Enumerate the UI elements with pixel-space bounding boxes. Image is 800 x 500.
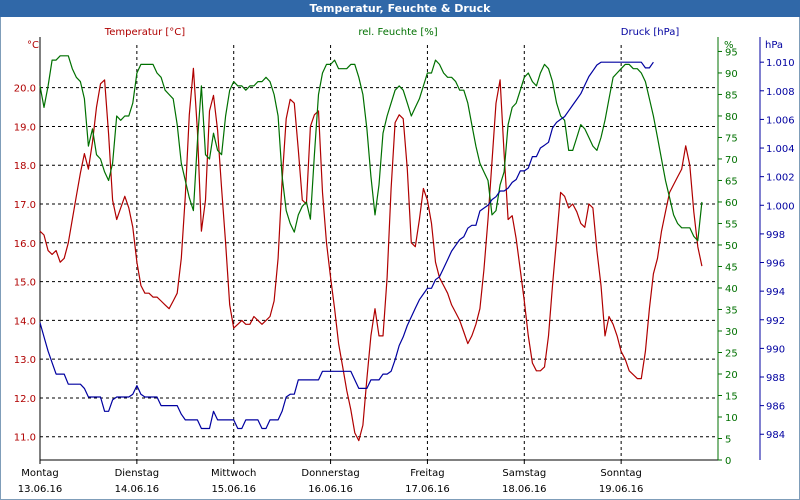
x-tick-label-day: Sonntag bbox=[600, 468, 642, 479]
unit-left: °C bbox=[27, 40, 39, 51]
tick-label-pressure: 990 bbox=[766, 344, 785, 355]
tick-label-temperature: 16.0 bbox=[14, 239, 36, 250]
tick-label-temperature: 19.0 bbox=[14, 122, 36, 133]
tick-label-humidity: 40 bbox=[725, 284, 738, 295]
series-group bbox=[39, 55, 703, 442]
tick-label-pressure: 1.000 bbox=[766, 201, 795, 212]
tick-label-pressure: 986 bbox=[766, 402, 785, 413]
tick-label-humidity: 10 bbox=[725, 413, 738, 424]
x-tick-label-day: Dienstag bbox=[115, 468, 160, 479]
tick-label-humidity: 15 bbox=[725, 391, 738, 402]
tick-label-pressure: 1.006 bbox=[766, 115, 795, 126]
x-tick-label-day: Mittwoch bbox=[211, 468, 256, 479]
x-tick-label-date: 15.06.16 bbox=[211, 484, 256, 495]
unit-pressure: hPa bbox=[765, 40, 783, 51]
tick-label-humidity: 0 bbox=[725, 456, 731, 467]
series-line-temperature bbox=[39, 67, 703, 442]
tick-label-pressure: 1.002 bbox=[766, 173, 795, 184]
x-tick-label-date: 13.06.16 bbox=[18, 484, 63, 495]
tick-label-humidity: 5 bbox=[725, 434, 731, 445]
tick-label-humidity: 35 bbox=[725, 305, 738, 316]
x-tick-label-day: Donnerstag bbox=[301, 468, 359, 479]
tick-label-temperature: 17.0 bbox=[14, 200, 36, 211]
legend-temperature: Temperatur [°C] bbox=[104, 27, 185, 38]
tick-label-temperature: 11.0 bbox=[14, 433, 36, 444]
legend-humidity: rel. Feuchte [%] bbox=[358, 27, 437, 38]
x-tick-label-date: 14.06.16 bbox=[115, 484, 160, 495]
axes bbox=[39, 37, 764, 464]
tick-label-pressure: 996 bbox=[766, 259, 785, 270]
x-tick-label-date: 18.06.16 bbox=[502, 484, 547, 495]
tick-label-humidity: 20 bbox=[725, 370, 738, 381]
x-tick-label-day: Montag bbox=[21, 468, 58, 479]
tick-label-pressure: 984 bbox=[766, 430, 785, 441]
tick-label-humidity: 50 bbox=[725, 241, 738, 252]
tick-label-pressure: 998 bbox=[766, 230, 785, 241]
tick-label-humidity: 70 bbox=[725, 155, 738, 166]
tick-label-humidity: 75 bbox=[725, 133, 738, 144]
x-tick-label-date: 16.06.16 bbox=[308, 484, 353, 495]
tick-label-humidity: 65 bbox=[725, 176, 738, 187]
tick-label-humidity: 25 bbox=[725, 348, 738, 359]
tick-label-humidity: 80 bbox=[725, 112, 738, 123]
tick-label-pressure: 988 bbox=[766, 373, 785, 384]
x-tick-label-day: Samstag bbox=[502, 468, 546, 479]
tick-label-humidity: 55 bbox=[725, 219, 738, 230]
tick-label-temperature: 20.0 bbox=[14, 84, 36, 95]
x-tick-label-date: 17.06.16 bbox=[405, 484, 450, 495]
window-title: Temperatur, Feuchte & Druck bbox=[0, 0, 800, 17]
tick-label-temperature: 18.0 bbox=[14, 161, 36, 172]
tick-label-temperature: 15.0 bbox=[14, 278, 36, 289]
series-line-pressure bbox=[39, 61, 654, 430]
tick-label-humidity: 30 bbox=[725, 327, 738, 338]
tick-label-temperature: 14.0 bbox=[14, 316, 36, 327]
series-line-humidity bbox=[39, 55, 703, 242]
tick-label-pressure: 1.010 bbox=[766, 58, 795, 69]
legend-pressure: Druck [hPa] bbox=[621, 27, 680, 38]
grid-lines bbox=[40, 45, 719, 460]
tick-label-pressure: 992 bbox=[766, 316, 785, 327]
tick-label-humidity: 60 bbox=[725, 198, 738, 209]
tick-label-humidity: 90 bbox=[725, 69, 738, 80]
x-tick-label-day: Freitag bbox=[410, 468, 444, 479]
tick-label-humidity: 85 bbox=[725, 90, 738, 101]
x-tick-label-date: 19.06.16 bbox=[599, 484, 644, 495]
tick-label-humidity: 95 bbox=[725, 47, 738, 58]
axis-labels: 11.0 12.0 13.0 14.0 15.0 16.0 17.0 18.0 19.0 20.0… bbox=[14, 47, 795, 495]
tick-label-pressure: 1.008 bbox=[766, 87, 795, 98]
tick-label-temperature: 12.0 bbox=[14, 394, 36, 405]
tick-label-temperature: 13.0 bbox=[14, 355, 36, 366]
tick-label-pressure: 994 bbox=[766, 287, 785, 298]
tick-label-humidity: 45 bbox=[725, 262, 738, 273]
tick-label-pressure: 1.004 bbox=[766, 144, 795, 155]
unit-humidity: % bbox=[724, 40, 734, 51]
